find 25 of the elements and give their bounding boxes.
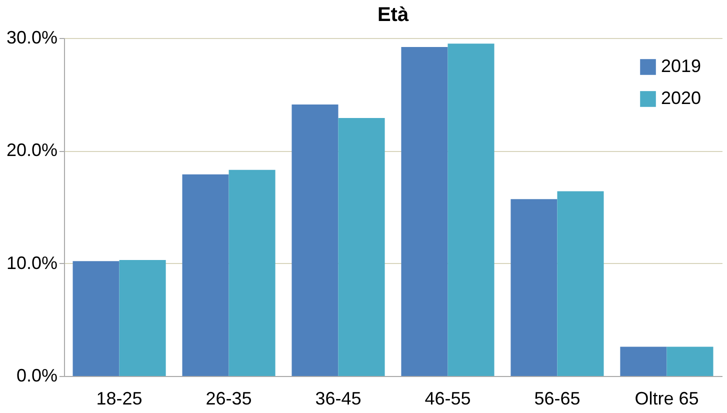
y-tick-label: 30.0% — [6, 28, 58, 48]
x-tick-label: 36-45 — [315, 388, 362, 408]
x-tick-label: 56-65 — [534, 388, 580, 408]
bar — [510, 199, 558, 376]
bar — [292, 104, 338, 376]
x-tick-label: 46-55 — [424, 388, 471, 408]
legend-label: 2019 — [661, 56, 702, 76]
bar — [620, 346, 667, 376]
x-tick-label: Oltre 65 — [634, 388, 699, 408]
bar — [228, 170, 276, 376]
bar — [401, 47, 448, 376]
y-tick-label: 0.0% — [16, 366, 58, 386]
bar — [182, 174, 229, 376]
legend-label: 2020 — [661, 88, 702, 108]
bar — [448, 44, 494, 376]
bar — [119, 260, 166, 376]
chart-title: Età — [377, 4, 410, 26]
bar — [557, 191, 604, 376]
x-tick-label: 18-25 — [96, 388, 142, 408]
y-tick-label: 20.0% — [6, 140, 58, 160]
bar — [666, 346, 714, 376]
bar — [72, 261, 120, 376]
y-tick-label: 10.0% — [6, 252, 58, 273]
bar — [338, 118, 385, 376]
x-tick-label: 26-35 — [206, 388, 252, 408]
